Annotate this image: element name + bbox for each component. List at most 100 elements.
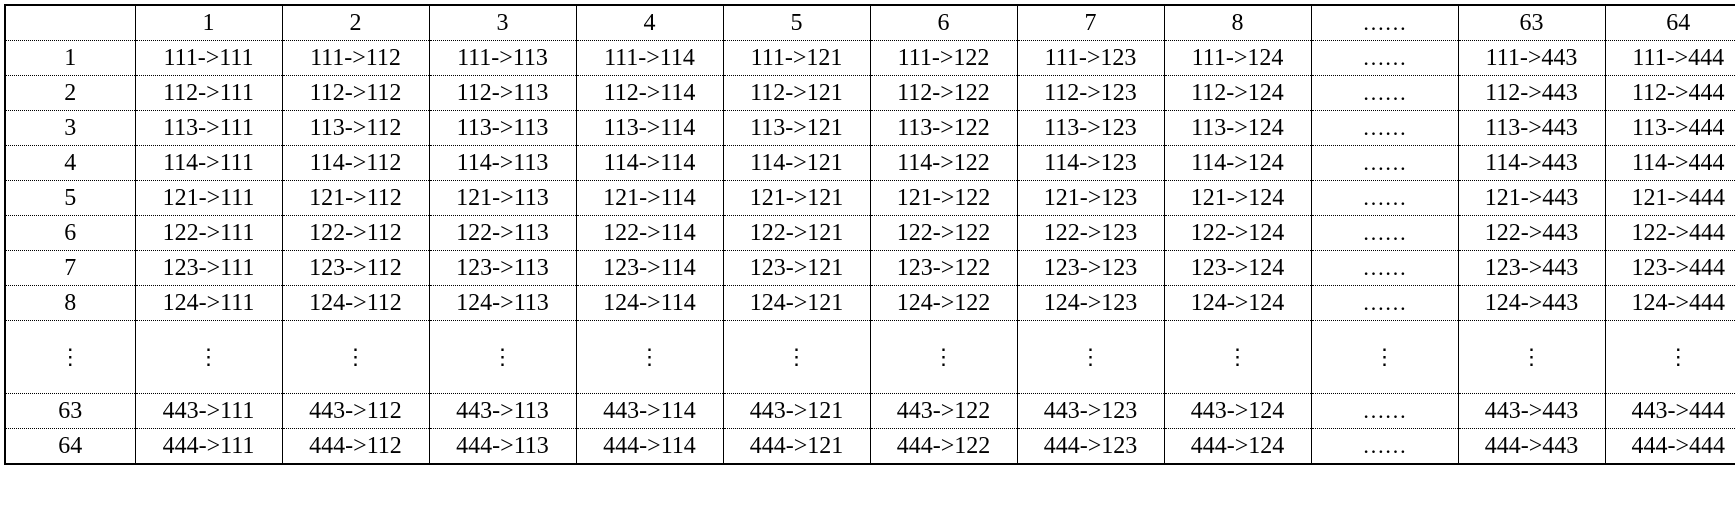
cell-vellipsis: ⋮ xyxy=(429,321,576,394)
table-row: 5 121->111 121->112 121->113 121->114 12… xyxy=(5,181,1735,216)
cell: 122->113 xyxy=(429,216,576,251)
cell: 112->121 xyxy=(723,76,870,111)
cell: 443->114 xyxy=(576,394,723,429)
cell: 114->124 xyxy=(1164,146,1311,181)
cell: 112->444 xyxy=(1605,76,1735,111)
cell: 114->113 xyxy=(429,146,576,181)
row-header: 1 xyxy=(5,41,135,76)
cell: 123->444 xyxy=(1605,251,1735,286)
cell: 114->443 xyxy=(1458,146,1605,181)
cell: 113->122 xyxy=(870,111,1017,146)
cell-ellipsis: …… xyxy=(1311,251,1458,286)
cell: 114->121 xyxy=(723,146,870,181)
cell-ellipsis: …… xyxy=(1311,111,1458,146)
cell: 112->443 xyxy=(1458,76,1605,111)
row-header: 3 xyxy=(5,111,135,146)
cell: 112->123 xyxy=(1017,76,1164,111)
cell: 444->122 xyxy=(870,429,1017,465)
cell: 122->121 xyxy=(723,216,870,251)
cell: 443->111 xyxy=(135,394,282,429)
table-row: 64 444->111 444->112 444->113 444->114 4… xyxy=(5,429,1735,465)
cell: 443->121 xyxy=(723,394,870,429)
cell: 122->111 xyxy=(135,216,282,251)
cell: 121->122 xyxy=(870,181,1017,216)
row-header: 4 xyxy=(5,146,135,181)
cell: 111->124 xyxy=(1164,41,1311,76)
cell: 122->114 xyxy=(576,216,723,251)
table-row: 4 114->111 114->112 114->113 114->114 11… xyxy=(5,146,1735,181)
cell-ellipsis: …… xyxy=(1311,76,1458,111)
cell: 124->444 xyxy=(1605,286,1735,321)
cell-ellipsis: …… xyxy=(1311,41,1458,76)
cell: 113->113 xyxy=(429,111,576,146)
cell: 111->444 xyxy=(1605,41,1735,76)
cell-vellipsis: ⋮ xyxy=(723,321,870,394)
table-row: 8 124->111 124->112 124->113 124->114 12… xyxy=(5,286,1735,321)
col-header: 8 xyxy=(1164,5,1311,41)
cell: 443->122 xyxy=(870,394,1017,429)
cell: 124->114 xyxy=(576,286,723,321)
cell-vellipsis: ⋮ xyxy=(1311,321,1458,394)
cell: 121->113 xyxy=(429,181,576,216)
cell: 444->113 xyxy=(429,429,576,465)
cell: 113->124 xyxy=(1164,111,1311,146)
cell: 121->444 xyxy=(1605,181,1735,216)
row-header: 8 xyxy=(5,286,135,321)
table-row: 7 123->111 123->112 123->113 123->114 12… xyxy=(5,251,1735,286)
cell-ellipsis: …… xyxy=(1311,394,1458,429)
cell-vellipsis: ⋮ xyxy=(1458,321,1605,394)
cell: 444->112 xyxy=(282,429,429,465)
cell: 444->123 xyxy=(1017,429,1164,465)
cell: 443->443 xyxy=(1458,394,1605,429)
col-header: 2 xyxy=(282,5,429,41)
col-header: 64 xyxy=(1605,5,1735,41)
cell: 123->122 xyxy=(870,251,1017,286)
cell: 113->444 xyxy=(1605,111,1735,146)
table-row: 1 111->111 111->112 111->113 111->114 11… xyxy=(5,41,1735,76)
cell: 444->121 xyxy=(723,429,870,465)
cell: 113->123 xyxy=(1017,111,1164,146)
cell: 124->112 xyxy=(282,286,429,321)
cell: 124->124 xyxy=(1164,286,1311,321)
col-header: 4 xyxy=(576,5,723,41)
cell: 124->113 xyxy=(429,286,576,321)
cell: 123->443 xyxy=(1458,251,1605,286)
cell: 124->122 xyxy=(870,286,1017,321)
col-header: 7 xyxy=(1017,5,1164,41)
cell: 111->112 xyxy=(282,41,429,76)
cell-ellipsis: …… xyxy=(1311,286,1458,321)
cell: 112->113 xyxy=(429,76,576,111)
cell: 112->112 xyxy=(282,76,429,111)
cell: 114->122 xyxy=(870,146,1017,181)
cell: 111->114 xyxy=(576,41,723,76)
cell-vellipsis: ⋮ xyxy=(135,321,282,394)
col-header-ellipsis: …… xyxy=(1311,5,1458,41)
cell: 111->122 xyxy=(870,41,1017,76)
cell: 444->111 xyxy=(135,429,282,465)
cell-vellipsis: ⋮ xyxy=(1164,321,1311,394)
col-header: 1 xyxy=(135,5,282,41)
cell: 114->112 xyxy=(282,146,429,181)
row-header: 64 xyxy=(5,429,135,465)
cell: 121->121 xyxy=(723,181,870,216)
cell: 443->113 xyxy=(429,394,576,429)
cell: 112->114 xyxy=(576,76,723,111)
cell: 121->443 xyxy=(1458,181,1605,216)
cell-vellipsis: ⋮ xyxy=(576,321,723,394)
row-header-ellipsis: ⋮ xyxy=(5,321,135,394)
row-header: 6 xyxy=(5,216,135,251)
cell: 113->111 xyxy=(135,111,282,146)
cell: 114->444 xyxy=(1605,146,1735,181)
cell-ellipsis: …… xyxy=(1311,429,1458,465)
cell: 112->122 xyxy=(870,76,1017,111)
cell: 443->112 xyxy=(282,394,429,429)
cell: 123->111 xyxy=(135,251,282,286)
cell: 122->122 xyxy=(870,216,1017,251)
cell: 121->124 xyxy=(1164,181,1311,216)
cell: 114->111 xyxy=(135,146,282,181)
cell: 114->123 xyxy=(1017,146,1164,181)
cell: 444->443 xyxy=(1458,429,1605,465)
cell: 444->444 xyxy=(1605,429,1735,465)
cell: 113->114 xyxy=(576,111,723,146)
cell: 122->444 xyxy=(1605,216,1735,251)
